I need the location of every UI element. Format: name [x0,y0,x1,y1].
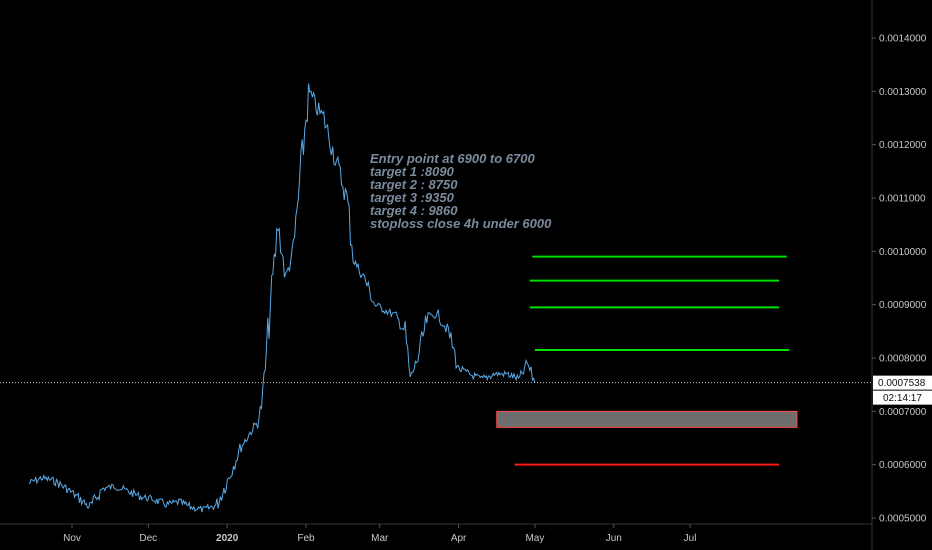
y-tick-label: 0.0008000 [879,354,927,365]
y-tick-label: 0.0010000 [879,247,927,258]
y-tick-label: 0.0014000 [879,34,927,45]
y-tick-label: 0.0009000 [879,300,927,311]
y-tick-label: 0.0012000 [879,140,927,151]
annotation-line-1: Entry point at 6900 to 6700 [370,151,535,166]
y-tick-label: 0.0005000 [879,514,927,525]
current-price-label: 0.0007538 [878,378,926,389]
x-tick-label: Jun [606,533,622,544]
annotation-line-3: target 2 : 8750 [370,177,458,192]
entry-zone-box[interactable] [496,410,798,428]
current-price-badge: 0.0007538 [873,375,932,390]
trade-annotation: Entry point at 6900 to 6700 target 1 :80… [370,151,552,231]
x-tick-label: Jul [684,533,697,544]
x-tick-label: Mar [371,533,389,544]
annotation-line-6: stoploss close 4h under 6000 [370,216,552,231]
entry-zone-layer [496,410,798,428]
x-tick-label: Feb [297,533,315,544]
x-tick-label: Nov [63,533,81,544]
x-tick-label: May [525,533,544,544]
y-tick-label: 0.0011000 [879,194,926,205]
y-tick-label: 0.0006000 [879,460,927,471]
price-series-line [28,83,536,513]
annotation-line-5: target 4 : 9860 [370,203,458,218]
x-tick-label: Dec [139,533,157,544]
y-axis[interactable]: 0.0014000 0.0013000 0.0012000 0.0011000 0.00… [872,34,927,525]
countdown-label: 02:14:17 [883,393,922,404]
countdown-badge: 02:14:17 [873,390,932,405]
annotation-line-4: target 3 :9350 [370,190,455,205]
annotation-line-2: target 1 :8090 [370,164,455,179]
x-tick-label: 2020 [216,533,239,544]
level-lines-layer [514,255,790,466]
y-tick-label: 0.0007000 [879,407,927,418]
y-tick-label: 0.0013000 [879,87,927,98]
x-axis[interactable]: Nov Dec 2020 Feb Mar Apr May Jun Jul [63,524,696,544]
price-series-layer [28,83,536,513]
x-tick-label: Apr [451,533,467,544]
